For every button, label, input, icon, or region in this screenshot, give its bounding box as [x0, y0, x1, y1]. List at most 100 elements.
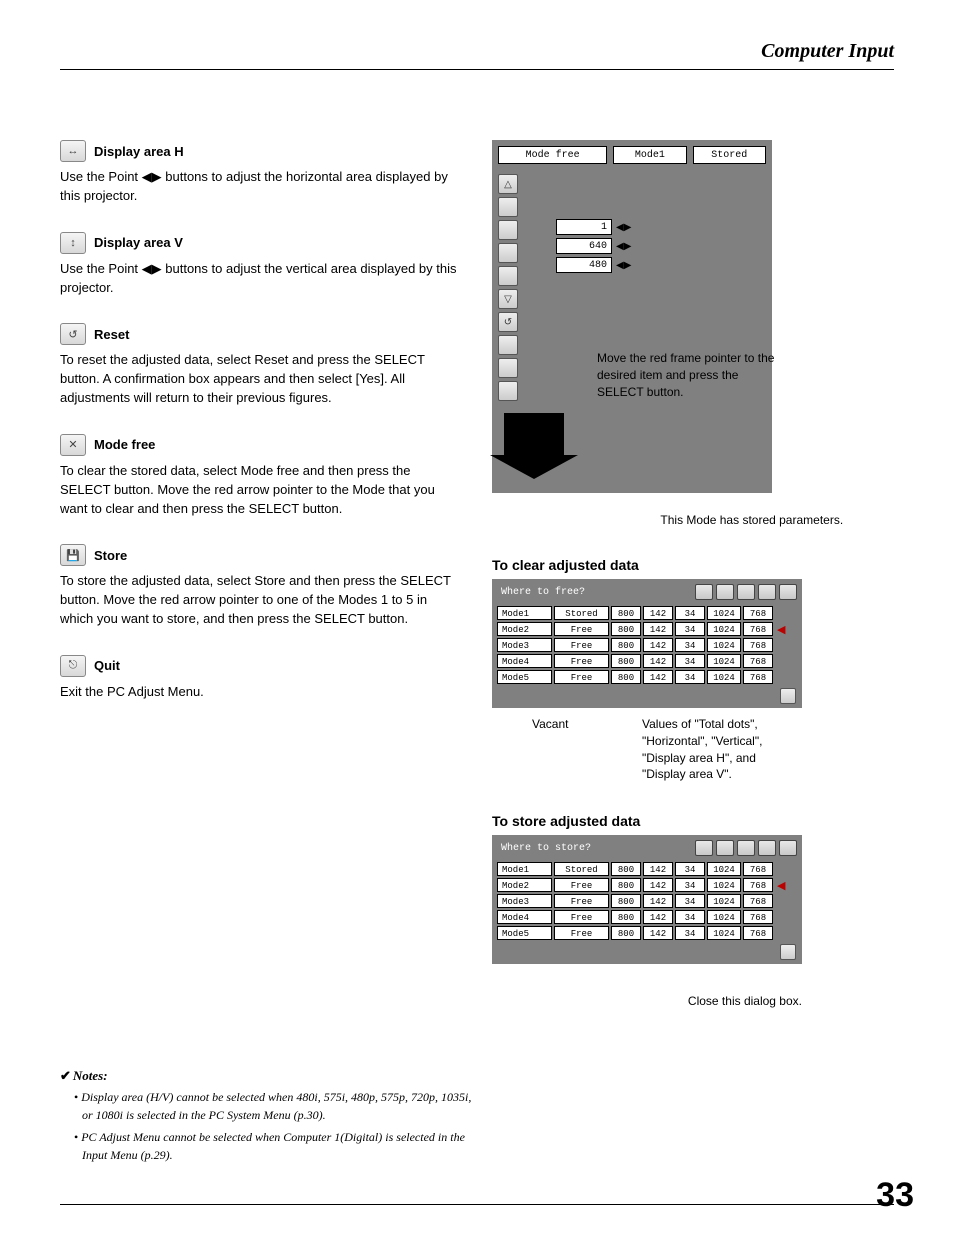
value-cell: 768: [743, 894, 773, 908]
mode-row: Mode1Stored800142341024768: [497, 862, 797, 876]
close-dialog-label: Close this dialog box.: [492, 994, 802, 1008]
page-number: 33: [876, 1176, 914, 1215]
scroll-up-icon: △: [498, 174, 518, 194]
section-mode-free: ✕ Mode free To clear the stored data, se…: [60, 434, 462, 519]
store-data-caption: To store adjusted data: [492, 813, 894, 829]
header-icon: [737, 584, 755, 600]
section-title: Quit: [94, 658, 120, 673]
clear-data-caption: To clear adjusted data: [492, 557, 639, 573]
header-icon: [695, 840, 713, 856]
value-cell: 800: [611, 638, 641, 652]
value-cell: 142: [643, 622, 673, 636]
section-display-area-h: ↔ Display area H Use the Point ◀▶ button…: [60, 140, 462, 206]
mode-cell: Mode3: [497, 894, 552, 908]
display-v-menu-icon: [498, 197, 518, 217]
pc-adjust-menu-figure: Mode free Mode1 Stored △ ▽ ↺: [492, 140, 772, 493]
status-cell: Stored: [554, 606, 609, 620]
status-cell: Free: [554, 622, 609, 636]
value-cell: 34: [675, 910, 705, 924]
value-cell: 1024: [707, 670, 741, 684]
section-body: To clear the stored data, select Mode fr…: [60, 462, 462, 519]
value-cell: 1024: [707, 606, 741, 620]
store-menu-icon: [498, 358, 518, 378]
dialog-title: Where to store?: [497, 843, 691, 854]
value-cell: 142: [643, 654, 673, 668]
reset-icon: ↺: [60, 323, 86, 345]
notes-section: Notes: Display area (H/V) cannot be sele…: [60, 1068, 480, 1164]
mode-row: Mode5Free800142341024768: [497, 670, 797, 684]
mode-row: Mode2Free800142341024768◀: [497, 878, 797, 892]
dialog-quit-icon: [780, 688, 796, 704]
value-cell: 142: [643, 670, 673, 684]
value-cell: 768: [743, 638, 773, 652]
mode-cell: Mode4: [497, 910, 552, 924]
clamp-menu-icon: [498, 243, 518, 263]
header-icon: [779, 584, 797, 600]
page-header: Computer Input: [60, 40, 894, 70]
value-cell: 800: [611, 654, 641, 668]
status-cell: Free: [554, 670, 609, 684]
value-cell: 1024: [707, 910, 741, 924]
scroll-down-icon: ▽: [498, 289, 518, 309]
value-cell: 768: [743, 622, 773, 636]
status-cell: Free: [554, 638, 609, 652]
value-cell: 1024: [707, 622, 741, 636]
section-title: Display area H: [94, 144, 184, 159]
note-item: PC Adjust Menu cannot be selected when C…: [74, 1128, 480, 1164]
status-cell: Free: [554, 894, 609, 908]
pointer-arrow-icon: ◀: [777, 879, 785, 892]
value-cell: 142: [643, 926, 673, 940]
dialog-quit-icon: [780, 944, 796, 960]
adjust-arrows-icon: ◀▶: [616, 241, 631, 252]
value-cell: 142: [643, 606, 673, 620]
menu-icon-column: △ ▽ ↺: [498, 174, 518, 401]
section-body: Use the Point ◀▶ buttons to adjust the v…: [60, 260, 462, 298]
mode-box: Mode1: [613, 146, 686, 164]
status-cell: Free: [554, 926, 609, 940]
mode-cell: Mode4: [497, 654, 552, 668]
notes-title: Notes:: [60, 1068, 480, 1084]
mode-row: Mode1Stored800142341024768: [497, 606, 797, 620]
value-cell: 768: [743, 606, 773, 620]
section-body: To reset the adjusted data, select Reset…: [60, 351, 462, 408]
value-box: 480: [556, 257, 612, 273]
value-cell: 768: [743, 670, 773, 684]
where-to-store-dialog: Where to store? Mode1Stored8001423410247…: [492, 835, 802, 964]
status-cell: Stored: [554, 862, 609, 876]
value-cell: 1024: [707, 894, 741, 908]
value-cell: 800: [611, 910, 641, 924]
value-cell: 34: [675, 670, 705, 684]
quit-icon: ⎋: [60, 655, 86, 677]
value-cell: 34: [675, 894, 705, 908]
value-cell: 800: [611, 878, 641, 892]
mode-free-icon: ✕: [60, 434, 86, 456]
mode-cell: Mode5: [497, 670, 552, 684]
where-to-free-dialog: Where to free? Mode1Stored80014234102476…: [492, 579, 802, 708]
store-icon: 💾: [60, 544, 86, 566]
vacant-label: Vacant: [532, 716, 568, 783]
value-cell: 800: [611, 862, 641, 876]
value-cell: 800: [611, 606, 641, 620]
value-cell: 768: [743, 926, 773, 940]
value-box: 640: [556, 238, 612, 254]
mode-cell: Mode3: [497, 638, 552, 652]
value-cell: 142: [643, 910, 673, 924]
value-cell: 800: [611, 670, 641, 684]
status-box: Stored: [693, 146, 766, 164]
value-cell: 142: [643, 862, 673, 876]
header-icon: [716, 840, 734, 856]
header-icon: [779, 840, 797, 856]
mode-cell: Mode1: [497, 606, 552, 620]
mode-row: Mode4Free800142341024768: [497, 654, 797, 668]
dialog-title: Where to free?: [497, 587, 691, 598]
section-title: Display area V: [94, 235, 183, 250]
section-quit: ⎋ Quit Exit the PC Adjust Menu.: [60, 655, 462, 702]
value-cell: 142: [643, 878, 673, 892]
mode-free-menu-icon: [498, 335, 518, 355]
value-cell: 34: [675, 638, 705, 652]
section-title: Mode free: [94, 437, 155, 452]
mode-row: Mode2Free800142341024768◀: [497, 622, 797, 636]
value-cell: 768: [743, 654, 773, 668]
display-h-menu-icon: [498, 220, 518, 240]
header-icon: [695, 584, 713, 600]
